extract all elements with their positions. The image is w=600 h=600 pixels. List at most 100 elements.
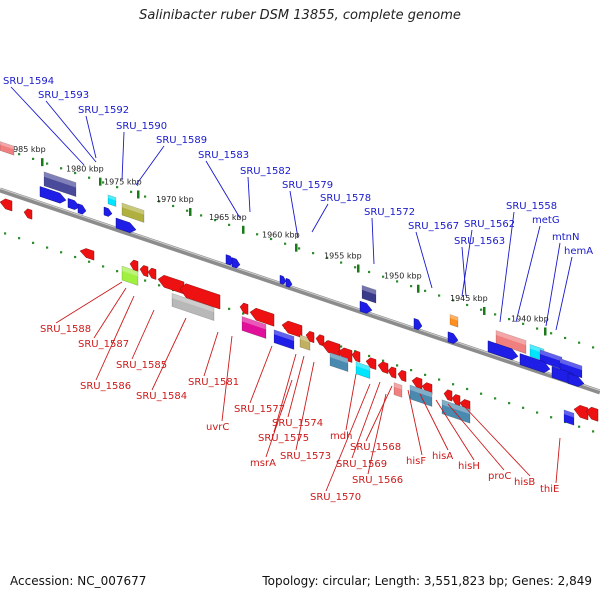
forward-gene-arrow[interactable] — [519, 353, 551, 375]
forward-gene-label: hemA — [564, 246, 593, 257]
track-dot — [32, 157, 35, 160]
forward-gene-arrow[interactable] — [115, 217, 137, 235]
forward-gene-arrow[interactable] — [39, 186, 67, 205]
reverse-gene-label: SRU_1573 — [280, 451, 331, 462]
track-dot — [592, 430, 595, 433]
forward-gene-arrow[interactable] — [359, 300, 373, 315]
reverse-gene-label: SRU_1586 — [80, 381, 131, 392]
label-leaders — [10, 86, 573, 492]
gene-box[interactable] — [43, 171, 77, 197]
reverse-gene-arrow[interactable] — [351, 350, 361, 363]
track-dot — [424, 373, 427, 376]
leader-line — [95, 295, 135, 381]
gene-box[interactable] — [107, 194, 117, 207]
track-dot — [228, 223, 231, 226]
reverse-gene-arrow[interactable] — [397, 369, 407, 382]
gene-box[interactable] — [121, 202, 145, 223]
gene-box[interactable] — [361, 284, 377, 304]
track-dot — [200, 214, 203, 217]
reverse-gene-label: msrA — [250, 458, 276, 469]
track-dot — [242, 312, 245, 315]
forward-gene-arrow[interactable] — [487, 340, 519, 362]
track-dot — [382, 359, 385, 362]
kbp-tick — [417, 284, 420, 293]
forward-gene-label: SRU_1578 — [320, 193, 371, 204]
reverse-gene-arrow[interactable] — [305, 330, 315, 343]
reverse-gene-label: SRU_1575 — [258, 433, 309, 444]
reverse-gene-arrow[interactable] — [337, 346, 353, 363]
forward-gene-label: SRU_1593 — [38, 90, 89, 101]
reverse-gene-arrow[interactable] — [129, 259, 139, 272]
track-dot — [452, 299, 455, 302]
forward-gene-arrow[interactable] — [285, 278, 293, 288]
track-dot — [578, 341, 581, 344]
forward-gene-arrow[interactable] — [447, 331, 459, 345]
forward-gene-arrow[interactable] — [77, 203, 87, 216]
track-dot — [592, 346, 595, 349]
reverse-gene-label: hisF — [406, 456, 426, 467]
reverse-gene-arrow[interactable] — [573, 403, 589, 421]
track-dot — [270, 237, 273, 241]
reverse-gene-arrow[interactable] — [147, 267, 157, 280]
gene-box[interactable] — [0, 141, 15, 156]
reverse-gene-arrow[interactable] — [179, 282, 221, 310]
forward-gene-label: SRU_1582 — [240, 166, 291, 177]
topology-summary: Topology: circular; Length: 3,551,823 bp… — [262, 574, 592, 588]
gene-box[interactable] — [393, 382, 403, 398]
track-dot — [522, 322, 525, 325]
leader-line — [135, 145, 165, 186]
gene-box[interactable] — [355, 361, 371, 379]
reverse-gene-arrow[interactable] — [139, 264, 149, 278]
forward-gene-arrow[interactable] — [279, 274, 287, 285]
gene-box[interactable] — [329, 352, 349, 373]
reverse-gene-arrow[interactable] — [411, 376, 423, 390]
leader-line — [221, 335, 233, 422]
leader-line — [447, 403, 505, 471]
forward-gene-arrow[interactable] — [413, 318, 423, 331]
reverse-gene-arrow[interactable] — [0, 197, 13, 212]
gene-box[interactable] — [121, 265, 139, 286]
gene-box[interactable] — [273, 329, 295, 350]
reverse-gene-arrow[interactable] — [387, 366, 397, 379]
track-dot — [312, 252, 315, 255]
gene-box[interactable] — [449, 314, 459, 328]
reverse-gene-arrow[interactable] — [249, 306, 275, 327]
gene-box[interactable] — [299, 334, 311, 351]
kbp-label: 1945 kbp — [450, 294, 488, 303]
gene-box[interactable] — [171, 293, 215, 321]
gene-features[interactable] — [0, 141, 599, 426]
track-dot — [368, 354, 371, 358]
reverse-gene-arrow[interactable] — [365, 356, 377, 370]
reverse-gene-label: SRU_1569 — [336, 459, 387, 470]
gene-box[interactable] — [563, 409, 575, 426]
forward-gene-arrow[interactable] — [231, 257, 241, 270]
track-dot — [368, 270, 371, 274]
leader-line — [205, 160, 241, 219]
track-dot — [410, 285, 413, 288]
reverse-gene-arrow[interactable] — [239, 302, 249, 315]
forward-gene-arrow[interactable] — [567, 372, 585, 388]
leader-line — [45, 100, 97, 163]
reverse-gene-arrow[interactable] — [377, 360, 389, 374]
track-dot — [438, 294, 441, 297]
gene-box[interactable] — [241, 316, 267, 339]
leader-line — [419, 393, 449, 451]
track-dot — [578, 425, 581, 428]
track-dot — [550, 332, 553, 335]
kbp-label: 1950 kbp — [384, 272, 422, 281]
leader-line — [345, 373, 357, 431]
track-dot — [46, 246, 49, 249]
forward-gene-arrow[interactable] — [67, 198, 81, 211]
track-dot — [116, 270, 119, 273]
forward-gene-arrow[interactable] — [103, 206, 113, 218]
reverse-gene-arrow[interactable] — [23, 208, 33, 220]
reverse-gene-arrow[interactable] — [585, 405, 599, 422]
reverse-gene-arrow[interactable] — [79, 246, 95, 261]
reverse-gene-label: SRU_1585 — [116, 360, 167, 371]
reverse-gene-label: hisA — [432, 451, 453, 462]
reverse-gene-arrow[interactable] — [443, 388, 453, 402]
track-dot — [18, 237, 21, 240]
reverse-gene-arrow[interactable] — [451, 393, 461, 407]
kbp-tick — [357, 264, 360, 273]
reverse-gene-arrow[interactable] — [157, 273, 185, 295]
